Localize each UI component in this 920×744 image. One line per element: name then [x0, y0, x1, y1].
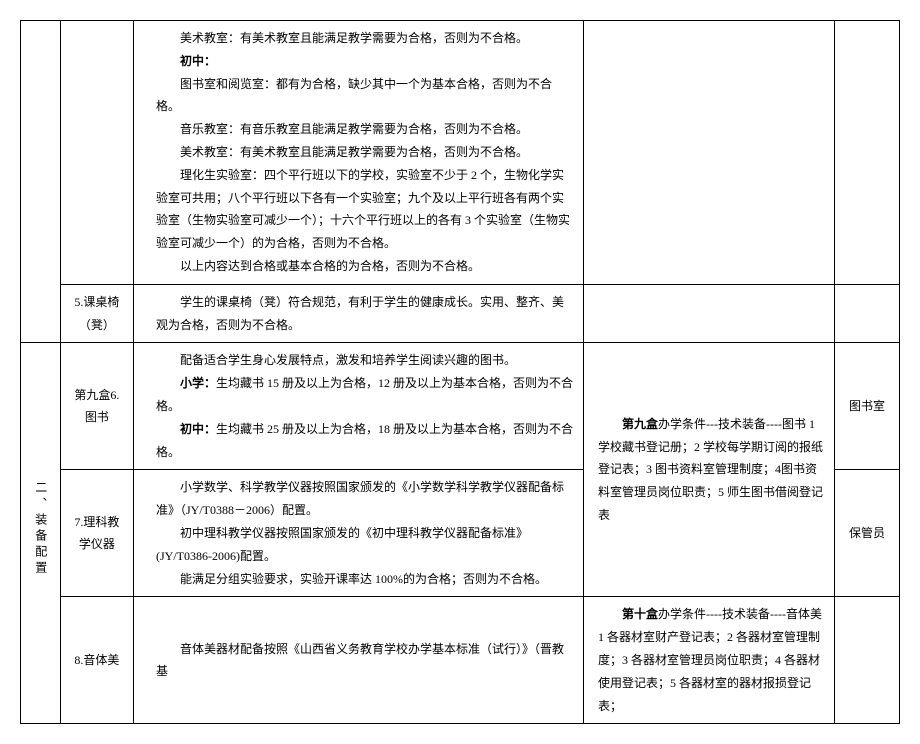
owner-cell: [835, 597, 900, 724]
box-cell: [583, 284, 834, 343]
table-row: 美术教室：有美术教室且能满足教学需要为合格，否则为不合格。初中：图书室和阅览室：…: [21, 21, 900, 285]
document-page: 美术教室：有美术教室且能满足教学需要为合格，否则为不合格。初中：图书室和阅览室：…: [20, 20, 900, 724]
table-row: 二、装备配置 第九盒6.图书 配备适合学生身心发展特点，激发和培养学生阅读兴趣的…: [21, 343, 900, 470]
table-row: 5.课桌椅（凳） 学生的课桌椅（凳）符合规范，有利于学生的健康成长。实用、整齐、…: [21, 284, 900, 343]
owner-cell: [835, 21, 900, 285]
main-table: 美术教室：有美术教室且能满足教学需要为合格，否则为不合格。初中：图书室和阅览室：…: [20, 20, 900, 724]
item-cell: 第九盒6.图书: [60, 343, 133, 470]
owner-cell: 图书室: [835, 343, 900, 470]
item-cell: 7.理科教学仪器: [60, 470, 133, 597]
category-cell: 二、装备配置: [21, 343, 61, 724]
desc-cell: 美术教室：有美术教室且能满足教学需要为合格，否则为不合格。初中：图书室和阅览室：…: [134, 21, 584, 285]
item-cell: 8.音体美: [60, 597, 133, 724]
owner-cell: [835, 284, 900, 343]
item-cell: 5.课桌椅（凳）: [60, 284, 133, 343]
box-cell: [583, 21, 834, 285]
item-cell: [60, 21, 133, 285]
category-cell-empty: [21, 21, 61, 343]
desc-cell: 音体美器材配备按照《山西省义务教育学校办学基本标准（试行）》（晋教基: [134, 597, 584, 724]
box-cell: 第十盒办学条件----技术装备----音体美 1 各器材室财产登记表；2 各器材…: [583, 597, 834, 724]
owner-cell: 保管员: [835, 470, 900, 597]
table-row: 8.音体美 音体美器材配备按照《山西省义务教育学校办学基本标准（试行）》（晋教基…: [21, 597, 900, 724]
category-label: 二、装备配置: [29, 481, 52, 577]
desc-cell: 小学数学、科学教学仪器按照国家颁发的《小学数学科学教学仪器配备标准》（JY/T0…: [134, 470, 584, 597]
box-cell: 第九盒办学条件---技术装备----图书 1 学校藏书登记册；2 学校每学期订阅…: [583, 343, 834, 597]
desc-cell: 配备适合学生身心发展特点，激发和培养学生阅读兴趣的图书。小学：生均藏书 15 册…: [134, 343, 584, 470]
desc-cell: 学生的课桌椅（凳）符合规范，有利于学生的健康成长。实用、整齐、美观为合格，否则为…: [134, 284, 584, 343]
